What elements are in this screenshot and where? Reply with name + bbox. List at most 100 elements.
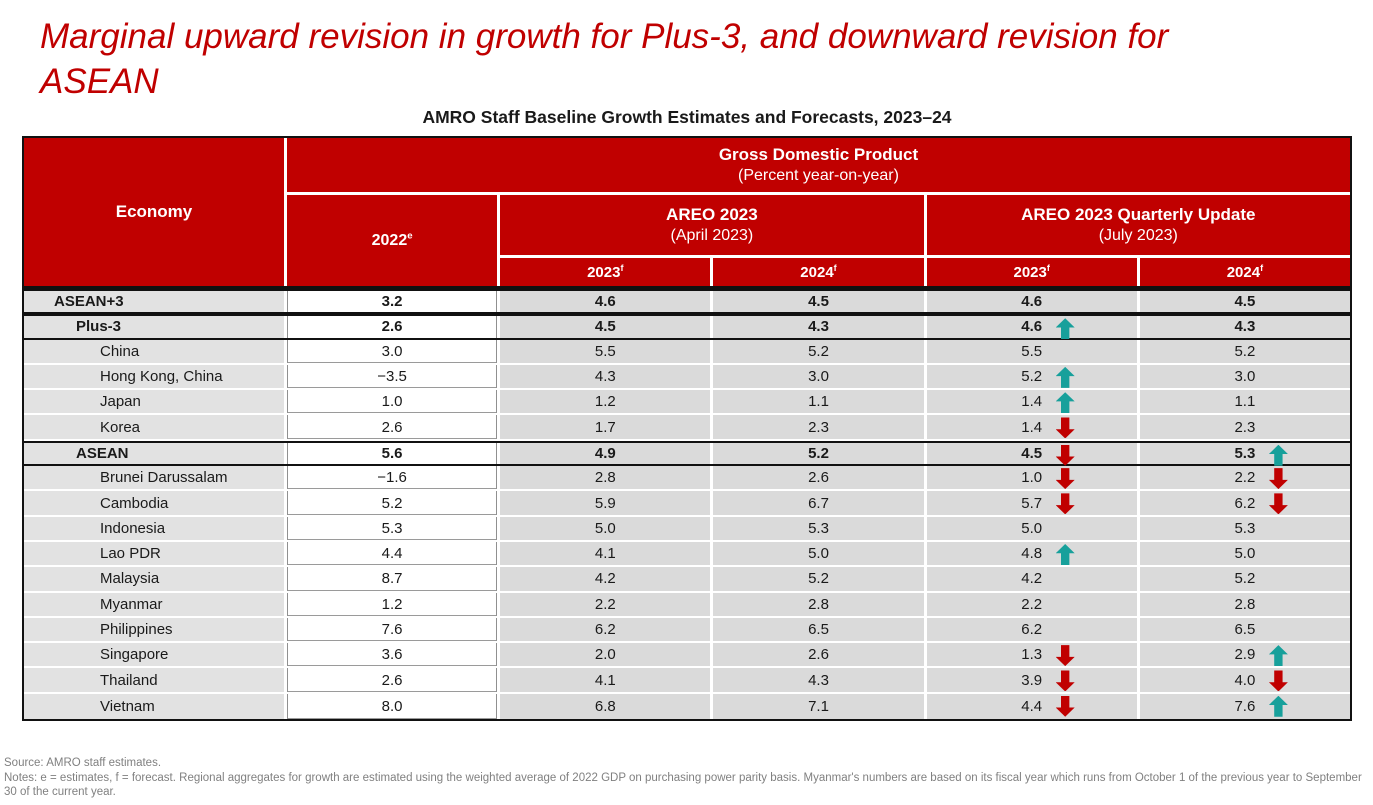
areo-2024-cell: 5.2 — [713, 567, 924, 591]
quarterly-2024-cell: 6.2 — [1139, 491, 1350, 515]
value-2022-cell: 5.2 — [287, 491, 498, 515]
quarterly-2024-cell: 2.2 — [1139, 466, 1350, 490]
areo-2024-value: 2.3 — [808, 418, 829, 436]
areo-2023-value: 1.2 — [594, 393, 616, 411]
value-2022: 2.6 — [381, 671, 403, 689]
economy-label: Thailand — [100, 671, 158, 689]
economy-cell: Singapore — [24, 643, 284, 667]
down-arrow-icon — [1268, 670, 1288, 692]
source-note: Source: AMRO staff estimates. — [4, 757, 162, 769]
table-caption: AMRO Staff Baseline Growth Estimates and… — [422, 107, 952, 127]
year-sup: f — [833, 262, 837, 273]
table-row: Thailand 2.6 4.1 4.3 3.9 4.0 — [24, 668, 1350, 694]
areo-2024-value: 4.3 — [808, 318, 829, 336]
economy-label: Lao PDR — [100, 545, 161, 563]
areo-2024-cell: 7.1 — [713, 693, 924, 720]
table-row: Malaysia 8.7 4.2 5.2 4.2 5.2 — [24, 567, 1350, 593]
quarterly-2024-value: 6.5 — [1234, 621, 1256, 638]
year-label: 2023 — [587, 263, 621, 281]
economy-label: Myanmar — [100, 595, 163, 613]
value-2022-cell: 3.6 — [287, 643, 498, 667]
areo-2024-value: 5.2 — [808, 444, 829, 462]
header-areo-subtitle: (April 2023) — [670, 227, 754, 244]
areo-2024-value: 2.6 — [808, 469, 829, 487]
year-sup: f — [1046, 262, 1050, 273]
economy-cell: Japan — [24, 390, 284, 414]
areo-2023-value: 4.2 — [594, 570, 616, 588]
areo-2024-cell: 3.0 — [713, 364, 924, 389]
value-2022: 5.6 — [381, 444, 403, 462]
areo-2023-cell: 6.2 — [500, 617, 711, 642]
header-gdp: Gross Domestic Product (Percent year-on-… — [287, 138, 1350, 192]
table-row: Myanmar 1.2 2.2 2.8 2.2 2.8 — [24, 592, 1350, 618]
quarterly-2024-cell: 5.3 — [1139, 516, 1350, 540]
header-2022-sup: e — [407, 230, 413, 242]
value-2022-cell: 5.6 — [287, 442, 498, 465]
areo-2023-value: 6.8 — [594, 697, 616, 715]
areo-2024-value: 2.8 — [808, 595, 829, 613]
areo-2024-cell: 6.7 — [713, 491, 924, 515]
down-arrow-icon — [1268, 493, 1288, 515]
quarterly-2023-value: 5.5 — [1021, 342, 1043, 360]
areo-2023-value: 5.5 — [594, 342, 616, 360]
quarterly-2023-value: 4.4 — [1021, 697, 1043, 715]
down-arrow-icon — [1055, 695, 1075, 717]
economy-cell: Brunei Darussalam — [24, 466, 284, 490]
areo-2023-cell: 4.9 — [500, 442, 711, 465]
quarterly-2023-value: 3.9 — [1021, 671, 1043, 689]
slide-title: Marginal upward revision in growth for P… — [40, 17, 1169, 101]
value-2022-cell: 5.3 — [287, 516, 498, 540]
economy-cell: China — [24, 339, 284, 363]
value-2022: 2.6 — [381, 318, 403, 336]
quarterly-2023-value: 4.6 — [1021, 318, 1043, 336]
areo-2023-cell: 1.2 — [500, 390, 711, 414]
table-row: Singapore 3.6 2.0 2.6 1.3 2.9 — [24, 643, 1350, 669]
table-row: Japan 1.0 1.2 1.1 1.4 1.1 — [24, 390, 1350, 416]
quarterly-2023-cell: 5.7 — [926, 491, 1137, 515]
areo-2023-cell: 6.8 — [500, 693, 711, 720]
value-2022-cell: 7.6 — [287, 617, 498, 642]
value-2022-cell: 8.0 — [287, 693, 498, 720]
quarterly-2024-cell: 2.8 — [1139, 592, 1350, 616]
table-row: Lao PDR 4.4 4.1 5.0 4.8 5.0 — [24, 541, 1350, 568]
year-label: 2024 — [800, 263, 834, 281]
quarterly-2023-value: 4.6 — [1021, 293, 1043, 311]
economy-cell: ASEAN+3 — [24, 291, 284, 313]
header-quarterly-subtitle: (July 2023) — [1098, 227, 1178, 244]
areo-2023-value: 5.9 — [594, 494, 616, 512]
areo-2023-value: 5.0 — [594, 519, 616, 537]
areo-2023-cell: 4.2 — [500, 567, 711, 591]
year-label: 2023 — [1013, 263, 1047, 281]
down-arrow-icon — [1055, 645, 1075, 667]
quarterly-2024-value: 5.2 — [1234, 570, 1256, 588]
areo-2023-cell: 2.8 — [500, 466, 711, 490]
economy-cell: Hong Kong, China — [24, 364, 284, 389]
areo-2023-value: 6.2 — [594, 621, 616, 638]
growth-forecast-table: Economy Gross Domestic Product (Percent … — [22, 136, 1352, 722]
notes-text: Notes: e = estimates, f = forecast. Regi… — [4, 771, 1362, 799]
areo-2024-cell: 1.1 — [713, 390, 924, 414]
quarterly-2023-cell: 2.2 — [926, 592, 1137, 616]
quarterly-2024-cell: 5.2 — [1139, 339, 1350, 363]
table-body: ASEAN+3 3.2 4.6 4.5 4.6 4.5 Plus-3 2.6 4… — [24, 289, 1350, 720]
quarterly-2023-cell: 4.6 — [926, 316, 1137, 340]
value-2022: −3.5 — [377, 368, 407, 386]
areo-2024-value: 5.3 — [808, 519, 829, 537]
header-gdp-subtitle: (Percent year-on-year) — [738, 167, 899, 184]
quarterly-2024-cell: 2.9 — [1139, 643, 1350, 667]
table-row: Brunei Darussalam −1.6 2.8 2.6 1.0 2.2 — [24, 466, 1350, 492]
value-2022: −1.6 — [377, 469, 407, 487]
down-arrow-icon — [1055, 670, 1075, 692]
economy-label: Cambodia — [100, 494, 169, 512]
areo-2023-value: 4.1 — [594, 671, 616, 689]
areo-2023-value: 2.8 — [594, 469, 616, 487]
value-2022-cell: 3.0 — [287, 339, 498, 363]
areo-2024-value: 4.3 — [808, 671, 829, 689]
header-year-areo-2024: 2024f — [713, 258, 924, 286]
header-quarterly-title: AREO 2023 Quarterly Update — [1021, 205, 1256, 224]
areo-2023-cell: 5.9 — [500, 491, 711, 515]
header-areo-2023: AREO 2023 (April 2023) — [500, 195, 924, 255]
areo-2023-value: 2.2 — [594, 595, 616, 613]
economy-label: Indonesia — [100, 519, 166, 537]
